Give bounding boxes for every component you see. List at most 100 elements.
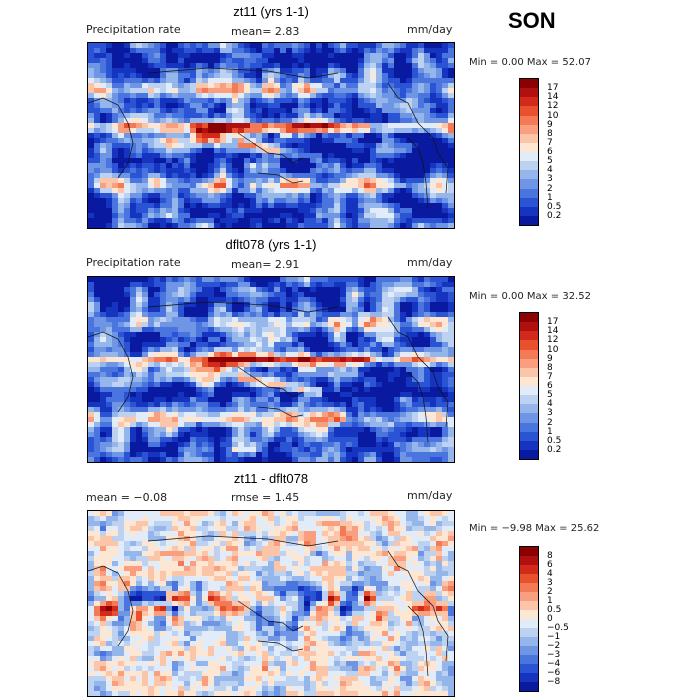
colorbar-swatch (520, 422, 538, 432)
colorbar-tick-label: 0 (547, 614, 553, 624)
colorbar-swatch (520, 664, 538, 673)
colorbar-tick-label: −8 (547, 677, 561, 687)
panel-2-left-label: Precipitation rate (86, 256, 181, 269)
colorbar-swatch (520, 574, 538, 583)
colorbar-tick-label: −4 (547, 659, 561, 669)
colorbar-tick-label: −3 (547, 650, 561, 660)
colorbar-tick-label: 8 (547, 551, 553, 561)
colorbar-tick-label: 6 (547, 560, 553, 570)
colorbar-swatch (520, 88, 538, 98)
colorbar-tick-label: 0.5 (547, 605, 562, 615)
colorbar-tick-label: 17 (547, 83, 559, 94)
colorbar-swatch (520, 565, 538, 574)
colorbar-swatch (520, 358, 538, 368)
colorbar-swatch (520, 404, 538, 414)
colorbar-tick-label: 12 (547, 101, 559, 112)
colorbar-tick-label: 1 (547, 192, 553, 203)
panel-1-left-label: Precipitation rate (86, 23, 181, 36)
colorbar-tick-label: 3 (547, 578, 553, 588)
panel-3-map (87, 510, 455, 697)
colorbar-swatch (520, 556, 538, 565)
colorbar-swatch (520, 349, 538, 359)
colorbar-tick-label: 4 (547, 569, 553, 579)
colorbar-swatch (520, 386, 538, 396)
colorbar-swatch (520, 115, 538, 125)
colorbar-swatch (520, 313, 538, 323)
colorbar-tick-label: 2 (547, 183, 553, 194)
colorbar-tick-label: 6 (547, 147, 553, 157)
panel-3-title: zt11 - dflt078 (233, 471, 309, 486)
colorbar-tick-label: 2 (547, 587, 553, 597)
colorbar-tick-label: 1 (547, 596, 553, 606)
colorbar-tick-label: 1 (547, 426, 553, 437)
colorbar-swatch (520, 188, 538, 198)
colorbar-tick-label: 17 (547, 317, 559, 328)
panel-2-units: mm/day (407, 256, 453, 269)
colorbar-swatch (520, 322, 538, 332)
colorbar-swatch (520, 646, 538, 655)
colorbar-tick-label: 3 (547, 408, 553, 419)
colorbar-tick-label: 3 (547, 174, 553, 185)
colorbar-tick-label: 0.2 (547, 210, 562, 221)
colorbar-tick-label: −1 (547, 632, 561, 642)
colorbar-swatch (520, 619, 538, 628)
colorbar-swatch (520, 179, 538, 189)
panel-1-map-svg (88, 43, 454, 228)
colorbar-swatch (520, 592, 538, 601)
colorbar-tick-label: −2 (547, 641, 561, 651)
colorbar-swatch (520, 106, 538, 116)
colorbar-tick-label: 6 (547, 381, 553, 391)
colorbar-tick-label: 14 (547, 92, 559, 103)
colorbar-swatch (520, 124, 538, 134)
colorbar-tick-label: 12 (547, 335, 559, 346)
panel-2-title: dflt078 (yrs 1-1) (225, 237, 317, 252)
colorbar-swatch (520, 547, 538, 556)
panel-2-colorbar (519, 312, 539, 460)
colorbar-swatch (520, 97, 538, 107)
colorbar-tick-label: −0.5 (547, 623, 569, 633)
colorbar-tick-label: 14 (547, 326, 559, 337)
colorbar-tick-label: 5 (547, 156, 553, 167)
panel-3-map-svg (88, 511, 454, 696)
panel-3-colorbar (519, 546, 539, 692)
panel-1-minmax: Min = 0.00 Max = 52.07 (469, 57, 591, 68)
colorbar-tick-label: −6 (547, 668, 561, 678)
season-label: SON (508, 8, 556, 33)
colorbar-swatch (520, 655, 538, 664)
colorbar-tick-label: 4 (547, 399, 553, 410)
colorbar-swatch (520, 628, 538, 637)
panel-1-title: zt11 (yrs 1-1) (233, 4, 309, 19)
colorbar-tick-label: 4 (547, 165, 553, 176)
colorbar-swatch (520, 170, 538, 180)
colorbar-tick-label: 0.5 (547, 201, 562, 212)
colorbar-swatch (520, 583, 538, 592)
colorbar-swatch (520, 161, 538, 171)
colorbar-tick-label: 8 (547, 128, 553, 139)
colorbar-tick-label: 8 (547, 362, 553, 373)
colorbar-swatch (520, 440, 538, 450)
colorbar-swatch (520, 340, 538, 350)
colorbar-swatch (520, 682, 538, 691)
colorbar-swatch (520, 331, 538, 341)
colorbar-swatch (520, 215, 538, 225)
panel-1-stat: mean= 2.83 (231, 25, 300, 38)
colorbar-tick-label: 9 (547, 353, 553, 364)
colorbar-swatch (520, 133, 538, 143)
panel-3-mean: mean = −0.08 (86, 491, 168, 504)
colorbar-tick-label: 5 (547, 390, 553, 401)
colorbar-swatch (520, 637, 538, 646)
colorbar-swatch (520, 206, 538, 216)
colorbar-swatch (520, 142, 538, 152)
panel-1-colorbar (519, 78, 539, 226)
colorbar-tick-label: 0.5 (547, 435, 562, 446)
colorbar-swatch (520, 376, 538, 386)
colorbar-swatch (520, 610, 538, 619)
colorbar-swatch (520, 197, 538, 207)
panel-2-map-svg (88, 277, 454, 462)
colorbar-tick-label: 0.2 (547, 444, 562, 455)
colorbar-tick-label: 7 (547, 371, 553, 382)
panel-3-units: mm/day (407, 489, 453, 502)
colorbar-swatch (520, 79, 538, 89)
colorbar-tick-label: 10 (547, 110, 559, 121)
colorbar-swatch (520, 395, 538, 405)
